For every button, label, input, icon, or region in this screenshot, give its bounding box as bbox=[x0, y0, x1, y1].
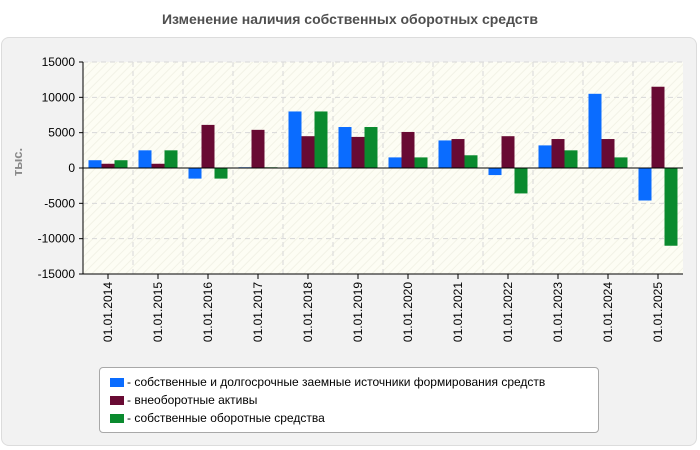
legend-swatch bbox=[110, 413, 124, 423]
bar bbox=[288, 111, 302, 168]
y-tick-label: 15000 bbox=[42, 55, 76, 69]
legend-item: - собственные и долгосрочные заемные ист… bbox=[110, 373, 598, 391]
bar bbox=[501, 136, 515, 168]
legend-label: собственные оборотные средства bbox=[134, 411, 325, 425]
x-tick-label: 01.01.2022 bbox=[501, 282, 515, 342]
bar bbox=[514, 168, 528, 194]
legend-dash: - bbox=[127, 393, 135, 407]
x-tick-label: 01.01.2021 bbox=[451, 282, 465, 342]
bar bbox=[351, 136, 365, 168]
bar bbox=[551, 139, 565, 168]
bar bbox=[214, 168, 228, 179]
legend-item: - собственные оборотные средства bbox=[110, 409, 598, 427]
legend-dash: - bbox=[127, 411, 135, 425]
bar bbox=[638, 168, 652, 201]
y-tick-label: -10000 bbox=[38, 232, 76, 246]
bar bbox=[88, 160, 102, 168]
bar bbox=[164, 150, 178, 168]
x-tick-label: 01.01.2023 bbox=[551, 282, 565, 342]
y-axis-label: тыс. bbox=[10, 148, 25, 176]
bar bbox=[614, 157, 628, 168]
x-tick-label: 01.01.2024 bbox=[601, 282, 615, 342]
bar bbox=[151, 163, 165, 168]
bar bbox=[388, 157, 402, 168]
bar bbox=[101, 163, 115, 168]
y-tick-label: -5000 bbox=[44, 196, 75, 210]
x-tick-label: 01.01.2018 bbox=[301, 282, 315, 342]
bar bbox=[138, 150, 152, 168]
legend: - собственные и долгосрочные заемные ист… bbox=[99, 367, 599, 433]
legend-dash: - bbox=[127, 375, 135, 389]
x-tick-label: 01.01.2020 bbox=[401, 282, 415, 342]
bar bbox=[201, 124, 215, 168]
y-tick-label: 0 bbox=[68, 161, 75, 175]
y-tick-label: 5000 bbox=[48, 126, 75, 140]
x-tick-label: 01.01.2015 bbox=[151, 282, 165, 342]
y-tick-label: 10000 bbox=[42, 90, 76, 104]
bar bbox=[664, 168, 678, 246]
bar bbox=[301, 136, 315, 168]
bar bbox=[364, 127, 378, 168]
x-tick-label: 01.01.2014 bbox=[101, 282, 115, 342]
bar bbox=[464, 155, 478, 168]
x-tick-label: 01.01.2025 bbox=[651, 282, 665, 342]
bar bbox=[564, 150, 578, 168]
x-tick-label: 01.01.2016 bbox=[201, 282, 215, 342]
bar bbox=[438, 140, 452, 168]
legend-label: собственные и долгосрочные заемные источ… bbox=[134, 375, 546, 389]
x-tick-labels: 01.01.2014 01.01.2015 01.01.2016 01.01.2017… bbox=[101, 282, 665, 342]
bar bbox=[651, 86, 665, 168]
bar bbox=[114, 160, 128, 168]
legend-item: - внеоборотные активы bbox=[110, 391, 598, 409]
y-tick-label: -15000 bbox=[38, 267, 76, 281]
y-tick-labels: 15000 10000 5000 0 -5000 -10000 -15000 bbox=[38, 55, 76, 281]
bar bbox=[451, 139, 465, 168]
bar bbox=[538, 145, 552, 168]
legend-swatch bbox=[110, 377, 124, 387]
bar bbox=[601, 139, 615, 168]
x-tick-label: 01.01.2019 bbox=[351, 282, 365, 342]
bar bbox=[414, 157, 428, 168]
bar bbox=[338, 127, 352, 168]
chart-title: Изменение наличия собственных оборотных … bbox=[161, 11, 539, 27]
x-tick-label: 01.01.2017 bbox=[251, 282, 265, 342]
bar bbox=[314, 111, 328, 168]
legend-swatch bbox=[110, 395, 124, 405]
bar bbox=[588, 93, 602, 168]
axes bbox=[79, 61, 683, 279]
bar bbox=[188, 168, 202, 179]
bars bbox=[88, 86, 678, 246]
bar bbox=[251, 129, 265, 168]
bar bbox=[401, 131, 415, 168]
bar bbox=[488, 168, 502, 176]
legend-label: внеоборотные активы bbox=[134, 393, 258, 407]
